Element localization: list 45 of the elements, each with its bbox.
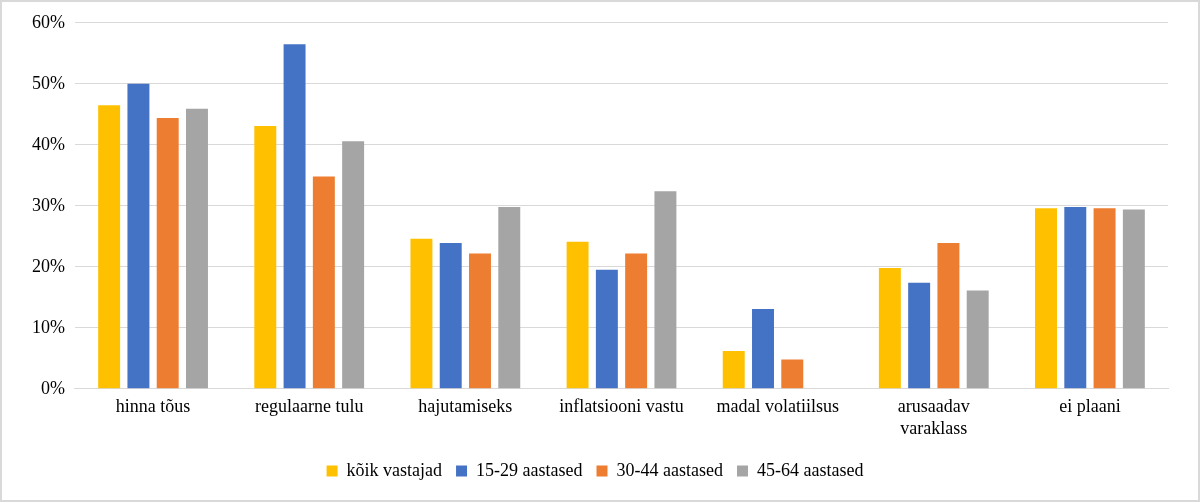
bar (654, 191, 677, 389)
bar (498, 207, 521, 389)
bar (283, 44, 306, 389)
bar (312, 176, 335, 389)
bar (127, 83, 150, 389)
bar (469, 253, 491, 389)
bar (1035, 208, 1057, 389)
y-tick-label: 10% (31, 316, 65, 337)
y-tick-label: 30% (31, 194, 65, 215)
y-tick-label: 60% (31, 11, 65, 32)
x-tick-label: hinna tõus (115, 396, 191, 417)
bar (439, 243, 462, 389)
bar (1064, 207, 1087, 389)
y-tick-label: 40% (31, 133, 65, 154)
bar (1122, 209, 1145, 389)
bar (722, 350, 745, 389)
x-tick-label: regulaarne tulu (254, 396, 364, 417)
y-tick-label: 20% (31, 255, 65, 276)
bar (566, 241, 589, 389)
x-tick-label: madal volatiilsus (716, 396, 839, 417)
bar (937, 243, 960, 389)
legend-label: kõik vastajad (346, 459, 443, 480)
x-tick-label: hajutamiseks (418, 396, 513, 417)
bar (625, 253, 648, 389)
bar (908, 282, 931, 389)
bar (781, 359, 804, 389)
bar (1093, 208, 1116, 389)
x-tick-label: arusaadav varaklass (897, 396, 970, 438)
bar (254, 125, 277, 389)
x-tick-label: ei plaani (1059, 396, 1121, 417)
bar (752, 308, 774, 389)
bar (342, 141, 365, 389)
bar (98, 105, 121, 389)
legend-label: 15-29 aastased (476, 459, 583, 480)
bar (878, 268, 901, 389)
y-tick-label: 0% (40, 377, 65, 398)
bar (410, 238, 433, 389)
bar (595, 269, 618, 389)
bar (156, 117, 179, 389)
y-tick-label: 50% (31, 72, 65, 93)
x-tick-label: inflatsiooni vastu (559, 396, 684, 417)
legend-label: 30-44 aastased (616, 459, 723, 480)
legend-label: 45-64 aastased (756, 459, 864, 480)
bar (186, 108, 208, 389)
bar (966, 290, 989, 389)
